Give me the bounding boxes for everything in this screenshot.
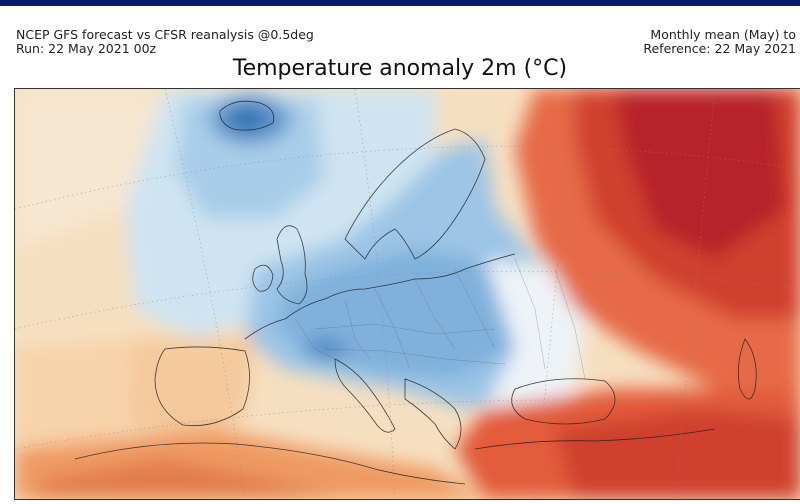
country-borders xyxy=(294,258,586,380)
great-britain-outline xyxy=(276,225,308,305)
ireland-outline xyxy=(252,264,274,292)
mean-line: Monthly mean (May) to xyxy=(650,27,796,42)
graticule xyxy=(15,89,800,499)
anomaly-map-svg xyxy=(15,89,800,499)
top-accent-bar xyxy=(0,0,800,6)
turkey-coast xyxy=(474,428,716,450)
scandinavia-outline xyxy=(344,128,486,260)
header-left: NCEP GFS forecast vs CFSR reanalysis @0.… xyxy=(16,28,314,56)
coastlines xyxy=(74,100,757,485)
italy-outline xyxy=(334,358,396,433)
north-africa-coast xyxy=(74,442,466,485)
reference-line: Reference: 22 May 2021 xyxy=(643,41,796,56)
black-sea-outline xyxy=(511,378,616,425)
map-title: Temperature anomaly 2m (°C) xyxy=(232,56,568,81)
north-coast xyxy=(244,253,516,340)
anomaly-field xyxy=(15,89,800,499)
iceland-outline xyxy=(219,100,275,131)
anomaly-map xyxy=(14,88,800,500)
balkans-outline xyxy=(404,378,462,450)
iberia-outline xyxy=(154,346,250,426)
source-line: NCEP GFS forecast vs CFSR reanalysis @0.… xyxy=(16,27,314,42)
run-line: Run: 22 May 2021 00z xyxy=(16,41,157,56)
caspian-outline xyxy=(737,338,757,400)
header-right: Monthly mean (May) to Reference: 22 May … xyxy=(643,28,796,56)
